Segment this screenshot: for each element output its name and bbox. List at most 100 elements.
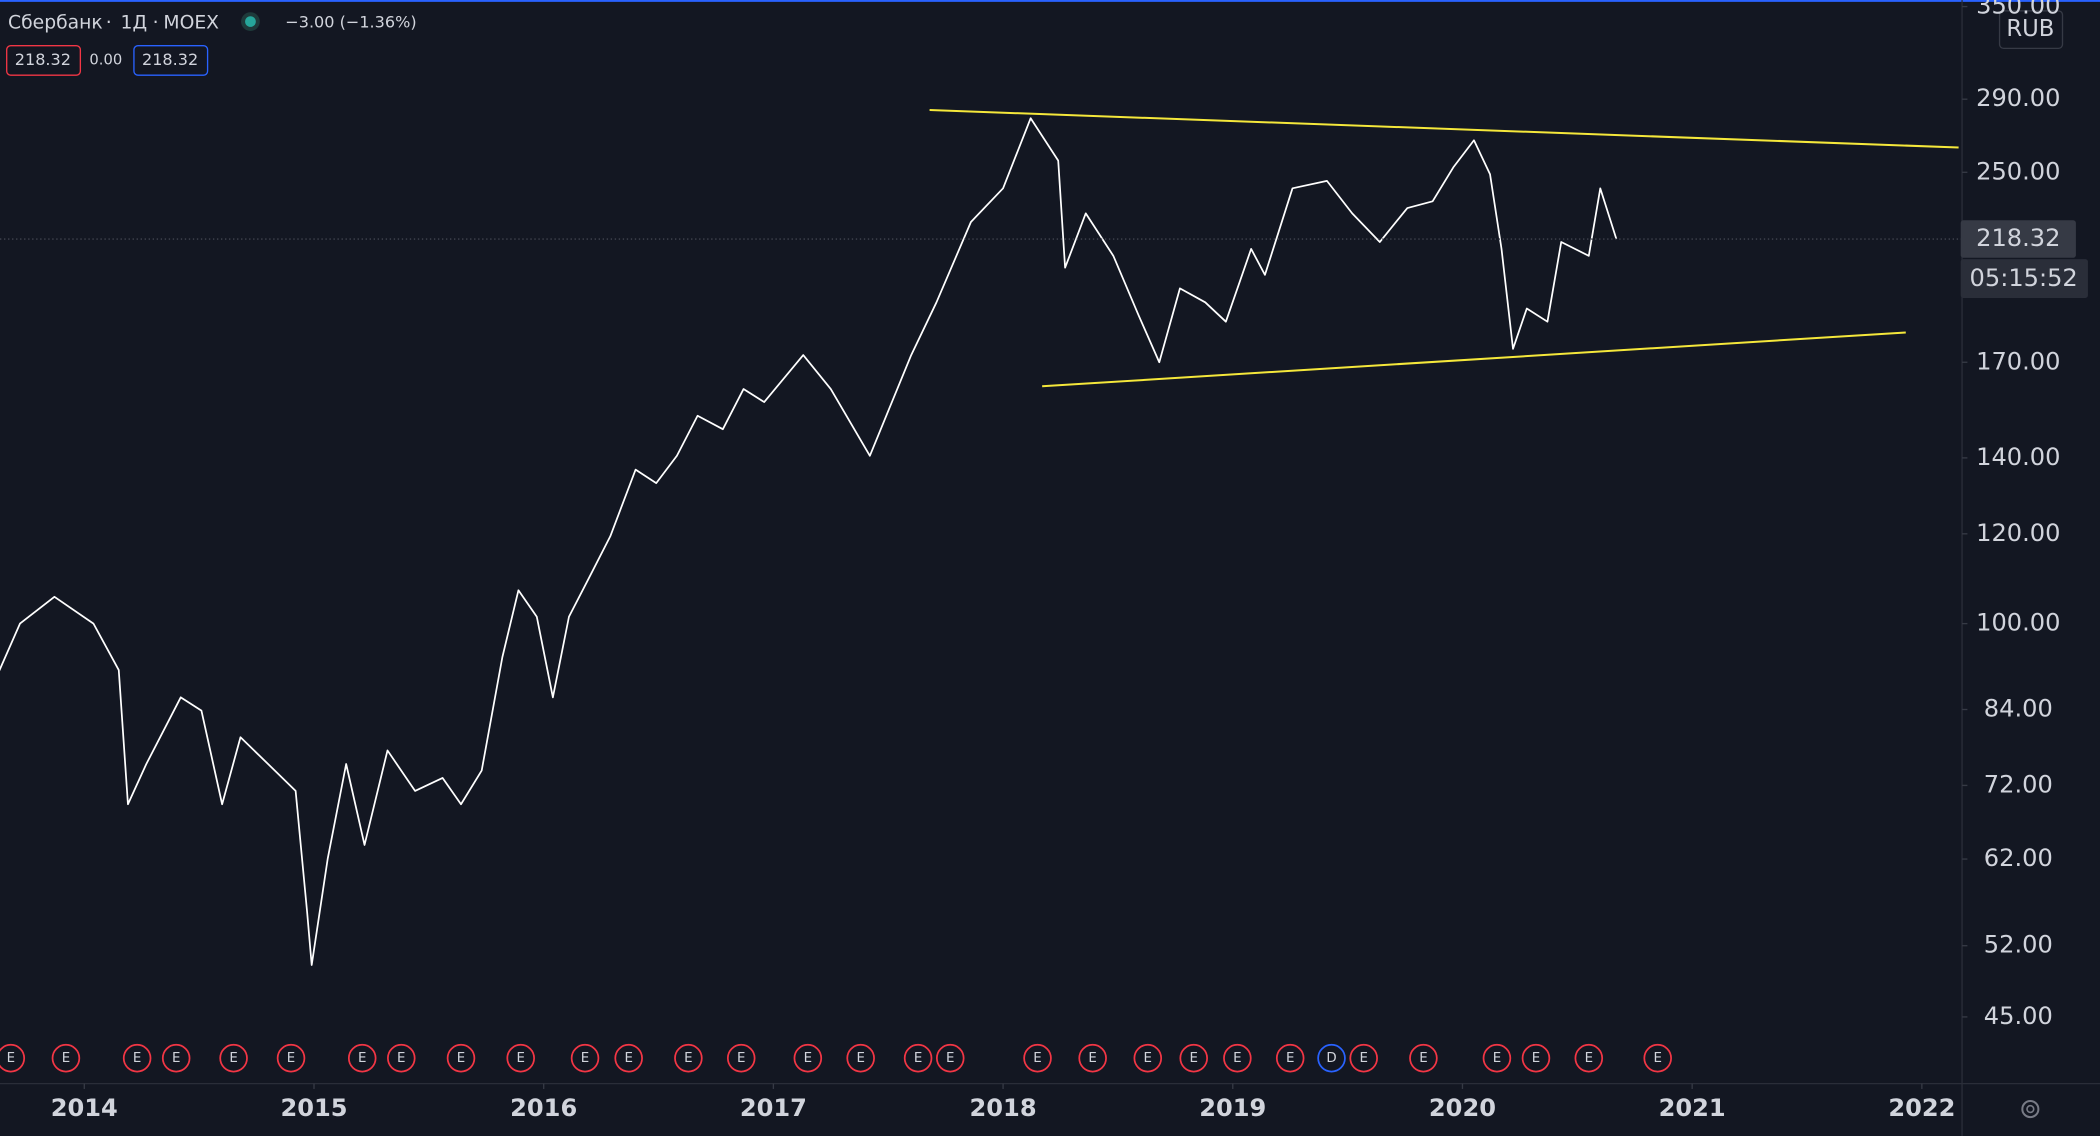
event-label: E (914, 1051, 922, 1066)
event-marker (1179, 1043, 1208, 1073)
y-tick-label: 350.00 (1976, 0, 2060, 20)
y-tick-label: 62.00 (1984, 844, 2053, 872)
event-marker (122, 1043, 152, 1073)
event-marker (1223, 1043, 1252, 1073)
event-marker (347, 1043, 377, 1073)
event-label: E (1359, 1051, 1367, 1066)
event-label: E (684, 1051, 692, 1066)
event-marker (793, 1043, 823, 1073)
event-label: E (1189, 1051, 1197, 1066)
legend-value: 218.32 (15, 50, 71, 69)
event-marker (276, 1043, 306, 1073)
settings-icon[interactable] (2021, 1100, 2040, 1119)
event-label: E (856, 1051, 864, 1066)
countdown: 05:15:52 (1970, 264, 2078, 292)
event-label: E (581, 1051, 589, 1066)
y-tick-label: 52.00 (1984, 931, 2053, 959)
event-label: E (133, 1051, 141, 1066)
y-tick-label: 45.00 (1984, 1002, 2053, 1030)
event-label: E (1233, 1051, 1241, 1066)
y-tick-label: 290.00 (1976, 84, 2060, 112)
event-label: E (62, 1051, 70, 1066)
event-marker (1349, 1043, 1378, 1073)
event-marker (1574, 1043, 1604, 1073)
event-label: E (624, 1051, 632, 1066)
x-tick-label: 2015 (280, 1094, 347, 1122)
event-marker (570, 1043, 600, 1073)
event-marker (614, 1043, 643, 1073)
event-marker (506, 1043, 535, 1073)
gear (2021, 1100, 2040, 1119)
event-marker (726, 1043, 756, 1073)
event-marker (1078, 1043, 1107, 1073)
event-marker (1482, 1043, 1512, 1073)
event-marker (387, 1043, 416, 1073)
legend-value: 0.00 (89, 51, 122, 68)
event-marker (1521, 1043, 1551, 1073)
price-badge (1960, 220, 2076, 258)
separator: · (153, 12, 159, 33)
event-marker (1133, 1043, 1163, 1073)
event-marker (846, 1043, 875, 1073)
y-tick-label: 140.00 (1976, 443, 2060, 471)
y-tick-label: 72.00 (1984, 770, 2053, 798)
legend-value: 218.32 (142, 50, 198, 69)
event-marker (161, 1043, 191, 1073)
legend-box (133, 45, 209, 76)
event-label: E (1532, 1051, 1540, 1066)
currency-box[interactable] (1998, 10, 2064, 50)
event-label: E (1286, 1051, 1294, 1066)
symbol: Сбербанк (8, 12, 103, 33)
event-marker (219, 1043, 248, 1073)
y-tick-label: 120.00 (1976, 519, 2060, 547)
y-tick-label: 100.00 (1976, 609, 2060, 637)
event-marker (935, 1043, 965, 1073)
x-tick-label: 2020 (1429, 1094, 1496, 1122)
event-label: E (737, 1051, 745, 1066)
trend-line (1042, 331, 1906, 388)
price-line (0, 117, 1618, 966)
event-label: E (1419, 1051, 1427, 1066)
event-marker (1023, 1043, 1052, 1073)
event-marker (1275, 1043, 1305, 1073)
event-marker (1317, 1043, 1346, 1073)
countdown-badge (1960, 259, 2088, 298)
x-tick-label: 2021 (1659, 1094, 1726, 1122)
event-label: E (358, 1051, 366, 1066)
event-label: E (1088, 1051, 1096, 1066)
change: −3.00 (−1.36%) (285, 12, 416, 31)
event-marker (674, 1043, 703, 1073)
event-label: E (516, 1051, 524, 1066)
interval: 1Д (121, 12, 148, 33)
event-label: E (172, 1051, 180, 1066)
event-label: E (804, 1051, 812, 1066)
event-marker (0, 1043, 26, 1073)
event-marker (51, 1043, 81, 1073)
y-tick-label: 170.00 (1976, 347, 2060, 375)
event-label: E (1033, 1051, 1041, 1066)
event-label: E (946, 1051, 954, 1066)
event-label: D (1326, 1051, 1336, 1066)
x-tick-label: 2014 (51, 1094, 118, 1122)
event-label: E (7, 1051, 15, 1066)
event-label: E (457, 1051, 465, 1066)
trend-line (929, 109, 1959, 149)
currency: RUB (2006, 16, 2054, 42)
event-label: E (1144, 1051, 1152, 1066)
event-label: E (287, 1051, 295, 1066)
event-label: E (1493, 1051, 1501, 1066)
y-tick-label: 84.00 (1984, 694, 2053, 722)
event-label: E (1585, 1051, 1593, 1066)
exchange: MOEX (163, 12, 219, 33)
price-badge-label: 218.32 (1976, 224, 2060, 252)
event-label: E (1653, 1051, 1661, 1066)
x-tick-label: 2018 (970, 1094, 1037, 1122)
separator: · (106, 12, 112, 33)
event-marker (903, 1043, 933, 1073)
status-dot (245, 16, 256, 27)
event-marker (1643, 1043, 1672, 1073)
